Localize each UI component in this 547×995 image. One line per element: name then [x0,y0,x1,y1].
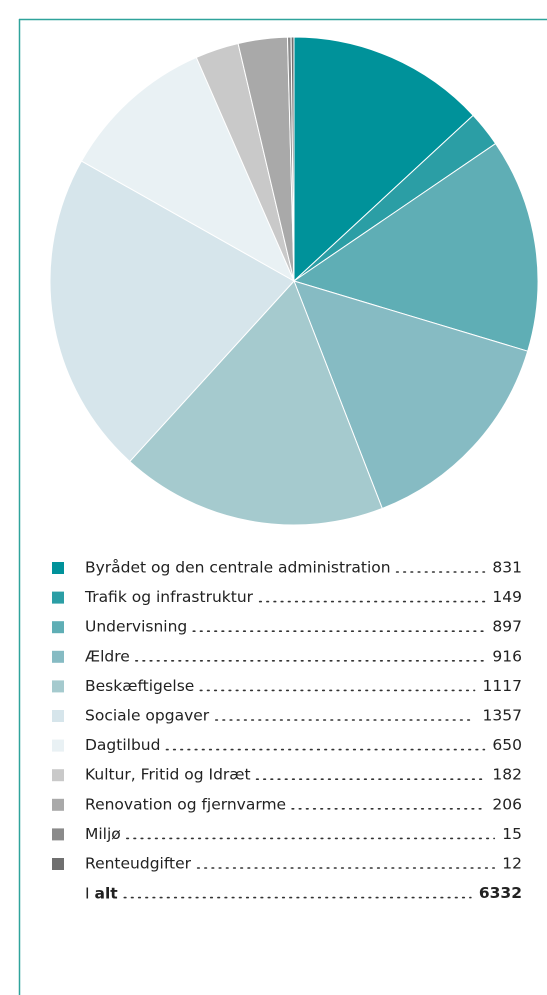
legend-value: 206 [492,795,522,813]
legend-label: Undervisning [85,618,187,636]
pie-slice [293,280,529,510]
pie-slice [290,36,295,282]
legend-swatch [52,680,64,693]
legend-label: Dagtilbud [85,736,160,754]
legend-value: 15 [502,825,522,843]
legend-swatch [52,769,64,782]
legend-label: Renteudgifter [85,855,192,873]
legend-label: Byrådet og den centrale administration [85,559,391,577]
legend-value: 149 [492,588,522,606]
legend-value: 897 [492,618,522,636]
legend-value: 831 [492,559,522,577]
legend-value: 182 [492,766,522,784]
legend-value: 12 [502,855,522,873]
legend-swatch [52,798,64,811]
total-prefix: I [85,884,90,902]
legend-swatch [52,650,64,663]
pie-slice [80,56,296,283]
legend-value: 916 [492,647,522,665]
legend-swatch [52,591,64,604]
legend-swatch [52,739,64,752]
legend-swatch [52,562,64,574]
legend-label: Ældre [85,647,130,665]
legend-label: Kultur, Fritid og Idræt [85,766,251,784]
legend-label: Beskæftigelse [85,677,194,695]
legend-label: Renovation og fjernvarme [85,795,286,813]
total-label: I alt [85,884,118,902]
pie-slice [129,280,383,526]
pie-slice [49,160,295,463]
legend-value: 1357 [483,707,522,725]
total-word: alt [95,884,119,902]
legend-value: 1117 [483,677,522,695]
legend-swatch [52,858,64,870]
total-value: 6332 [479,884,522,902]
pie-slice [293,36,474,283]
legend-swatch [52,621,64,634]
legend-label: Miljø [85,825,121,843]
legend-label: Trafik og infrastruktur [84,588,254,606]
legend-value: 650 [492,736,522,754]
legend-label: Sociale opgaver [85,707,210,725]
legend-swatch [52,710,64,722]
legend-swatch [52,828,64,841]
